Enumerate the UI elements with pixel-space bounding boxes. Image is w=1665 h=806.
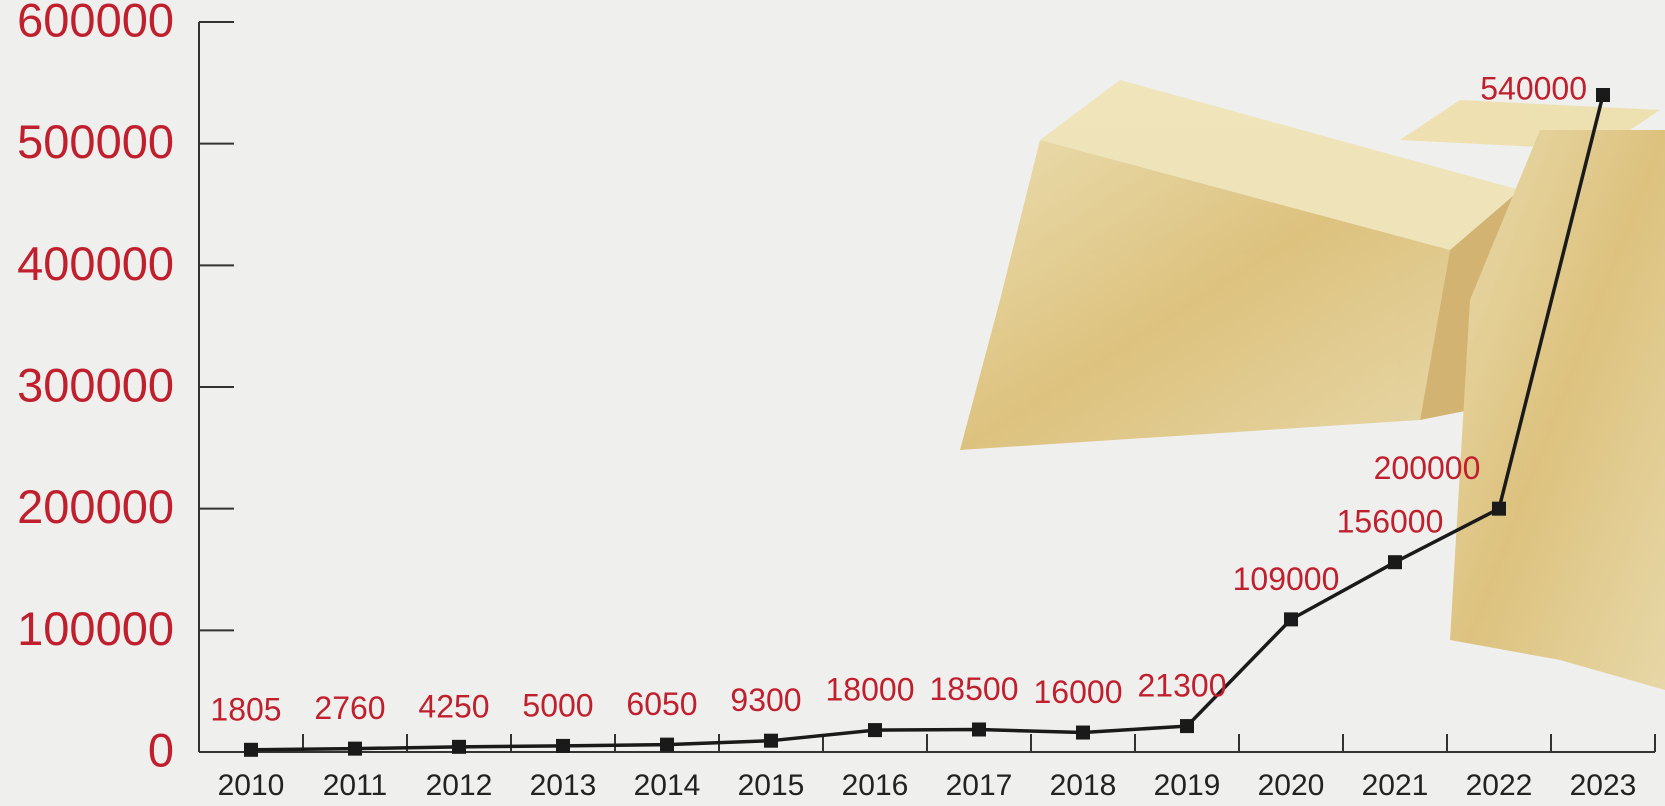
y-tick-label: 100000 bbox=[17, 602, 174, 655]
marker bbox=[1388, 555, 1402, 570]
value-label: 156000 bbox=[1337, 504, 1444, 540]
marker bbox=[1284, 612, 1298, 627]
marker bbox=[764, 733, 778, 748]
x-tick-label: 2010 bbox=[218, 769, 285, 802]
x-tick-label: 2022 bbox=[1466, 769, 1533, 802]
marker bbox=[660, 737, 674, 752]
marker bbox=[244, 742, 258, 757]
value-label: 9300 bbox=[730, 682, 801, 718]
x-tick-label: 2021 bbox=[1362, 769, 1429, 802]
x-tick-label: 2015 bbox=[738, 769, 805, 802]
x-tick-label: 2012 bbox=[426, 769, 493, 802]
line bbox=[250, 94, 1605, 752]
x-tick-label: 2017 bbox=[946, 769, 1013, 802]
marker bbox=[868, 723, 882, 738]
value-label: 1805 bbox=[210, 691, 281, 727]
value-label: 5000 bbox=[522, 687, 593, 723]
marker bbox=[556, 738, 570, 753]
marker bbox=[452, 739, 466, 754]
marker bbox=[1492, 501, 1506, 516]
marker bbox=[348, 741, 362, 756]
value-label: 18000 bbox=[826, 672, 915, 708]
x-tick-label: 2016 bbox=[842, 769, 909, 802]
gold-bars-decoration bbox=[960, 80, 1665, 690]
y-tick-label: 600000 bbox=[17, 0, 174, 46]
y-tick-label: 400000 bbox=[17, 237, 174, 290]
value-label: 4250 bbox=[418, 688, 489, 724]
y-tick-label: 0 bbox=[148, 723, 174, 776]
x-tick-label: 2020 bbox=[1258, 769, 1325, 802]
value-label: 540000 bbox=[1480, 70, 1587, 106]
y-tick-label: 200000 bbox=[17, 480, 174, 533]
value-label: 6050 bbox=[626, 686, 697, 722]
value-label: 18500 bbox=[930, 671, 1019, 707]
marker bbox=[1596, 88, 1610, 102]
x-tick-label: 2013 bbox=[530, 769, 597, 802]
value-label: 16000 bbox=[1034, 674, 1123, 710]
value-label: 109000 bbox=[1233, 561, 1340, 597]
y-tick-label: 500000 bbox=[17, 115, 174, 168]
x-tick-label: 2023 bbox=[1570, 769, 1637, 802]
marker bbox=[972, 722, 986, 737]
value-label: 21300 bbox=[1138, 668, 1227, 704]
x-tick-label: 2011 bbox=[323, 769, 388, 802]
marker bbox=[1180, 719, 1194, 734]
y-tick-label: 300000 bbox=[17, 358, 174, 411]
marker bbox=[1076, 725, 1090, 740]
value-label: 2760 bbox=[314, 690, 385, 726]
x-tick-label: 2019 bbox=[1154, 769, 1221, 802]
x-tick-label: 2018 bbox=[1050, 769, 1117, 802]
x-tick-label: 2014 bbox=[634, 769, 701, 802]
value-label: 200000 bbox=[1374, 450, 1481, 486]
